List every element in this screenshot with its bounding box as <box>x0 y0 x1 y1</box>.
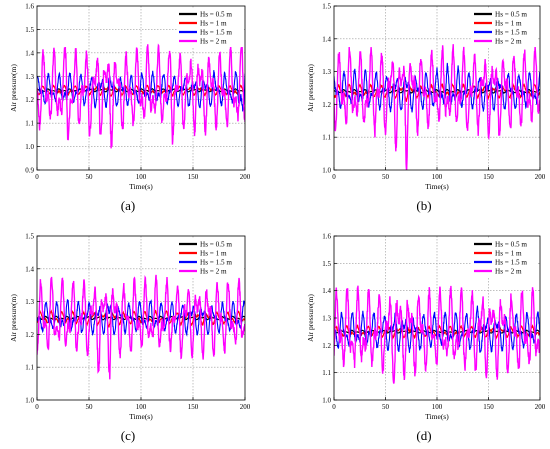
y-axis-label: Air pressure(m) <box>306 294 315 342</box>
y-tick-label: 1.0 <box>25 143 34 151</box>
legend: Hs = 0.5 mHs = 1 mHs = 1.5 mHs = 2 m <box>177 9 243 47</box>
x-tick-label: 100 <box>432 403 443 411</box>
x-axis-label: Time(s) <box>425 182 449 191</box>
y-axis-label: Air pressure(m) <box>306 64 315 112</box>
y-tick-label: 1.0 <box>322 397 331 405</box>
x-tick-label: 0 <box>35 173 39 181</box>
legend-label: Hs = 2 m <box>495 268 522 276</box>
chart-panel-4: 0 50 100 150 200 1.0 1.1 1.2 1.3 1.4 1.5 1.6 Time(s)… <box>306 233 546 444</box>
y-tick-label: 1.5 <box>25 233 34 241</box>
y-tick-label: 1.1 <box>25 364 34 372</box>
legend-label: Hs = 1 m <box>200 20 227 28</box>
y-tick-label: 1.2 <box>322 101 331 109</box>
panel-label: (d) <box>416 428 431 443</box>
x-tick-label: 200 <box>535 403 546 411</box>
y-tick-label: 1.3 <box>25 298 34 306</box>
y-tick-label: 1.2 <box>25 331 34 339</box>
x-axis-label: Time(s) <box>129 182 153 191</box>
y-tick-label: 1.0 <box>322 167 331 175</box>
x-tick-label: 0 <box>332 173 336 181</box>
y-axis-label: Air pressure(m) <box>9 294 18 342</box>
x-axis-label: Time(s) <box>425 412 449 421</box>
legend-label: Hs = 2 m <box>200 38 227 46</box>
y-tick-label: 1.3 <box>322 68 331 76</box>
y-tick-label: 0.9 <box>25 167 34 175</box>
legend: Hs = 0.5 mHs = 1 mHs = 1.5 mHs = 2 m <box>472 9 538 47</box>
x-tick-label: 50 <box>382 173 390 181</box>
chart-panel-1: 0 50 100 150 200 0.9 1.0 1.1 1.2 1.3 1.4 1.5 1.6 Time… <box>9 3 251 214</box>
legend-label: Hs = 2 m <box>495 38 522 46</box>
legend: Hs = 0.5 mHs = 1 mHs = 1.5 mHs = 2 m <box>177 239 243 277</box>
x-tick-label: 0 <box>35 403 39 411</box>
y-tick-label: 1.3 <box>322 315 331 323</box>
legend-label: Hs = 0.5 m <box>200 11 232 19</box>
y-tick-label: 1.2 <box>322 342 331 350</box>
x-tick-label: 150 <box>188 403 199 411</box>
x-tick-label: 150 <box>483 173 494 181</box>
y-tick-label: 1.5 <box>25 26 34 34</box>
legend: Hs = 0.5 mHs = 1 mHs = 1.5 mHs = 2 m <box>472 239 538 277</box>
y-tick-label: 1.4 <box>322 287 331 295</box>
x-tick-label: 200 <box>240 403 251 411</box>
legend-label: Hs = 0.5 m <box>200 241 232 249</box>
legend-label: Hs = 1 m <box>495 20 522 28</box>
y-tick-label: 1.4 <box>25 265 34 273</box>
y-tick-label: 1.4 <box>322 35 331 43</box>
y-tick-label: 1.2 <box>25 96 34 104</box>
y-tick-label: 1.1 <box>25 120 34 128</box>
series-line-3 <box>37 70 245 112</box>
series-line-4 <box>37 274 245 380</box>
legend-label: Hs = 0.5 m <box>495 11 527 19</box>
legend-label: Hs = 2 m <box>200 268 227 276</box>
panel-label: (c) <box>121 428 135 443</box>
y-tick-label: 1.1 <box>322 134 331 142</box>
x-tick-label: 0 <box>332 403 336 411</box>
y-tick-label: 1.0 <box>25 397 34 405</box>
x-tick-label: 150 <box>188 173 199 181</box>
chart-panel-3: 0 50 100 150 200 1.0 1.1 1.2 1.3 1.4 1.5 Time(s) Air… <box>9 233 251 444</box>
panel-label: (a) <box>121 198 135 213</box>
series-line-4 <box>37 43 245 149</box>
y-axis-label: Air pressure(m) <box>9 64 18 112</box>
legend-label: Hs = 1.5 m <box>495 259 527 267</box>
x-tick-label: 200 <box>535 173 546 181</box>
x-tick-label: 50 <box>86 173 94 181</box>
y-tick-label: 1.5 <box>322 3 331 11</box>
y-tick-label: 1.1 <box>322 369 331 377</box>
legend-label: Hs = 0.5 m <box>495 241 527 249</box>
legend-label: Hs = 1.5 m <box>200 259 232 267</box>
x-tick-label: 50 <box>382 403 390 411</box>
x-tick-label: 200 <box>240 173 251 181</box>
x-axis-label: Time(s) <box>129 412 153 421</box>
series-line-4 <box>334 285 540 384</box>
panel-label: (b) <box>416 198 431 213</box>
y-tick-label: 1.6 <box>25 3 34 11</box>
series-line-4 <box>334 44 540 170</box>
y-tick-label: 1.3 <box>25 73 34 81</box>
chart-panel-2: 0 50 100 150 200 1.0 1.1 1.2 1.3 1.4 1.5 Time(s) Air… <box>306 3 546 214</box>
y-tick-label: 1.6 <box>322 233 331 241</box>
x-tick-label: 100 <box>136 173 147 181</box>
legend-label: Hs = 1.5 m <box>495 29 527 37</box>
legend-label: Hs = 1 m <box>200 250 227 258</box>
x-tick-label: 50 <box>86 403 94 411</box>
x-tick-label: 100 <box>432 173 443 181</box>
y-tick-label: 1.4 <box>25 49 34 57</box>
x-tick-label: 100 <box>136 403 147 411</box>
x-tick-label: 150 <box>483 403 494 411</box>
y-tick-label: 1.5 <box>322 260 331 268</box>
legend-label: Hs = 1 m <box>495 250 522 258</box>
legend-label: Hs = 1.5 m <box>200 29 232 37</box>
